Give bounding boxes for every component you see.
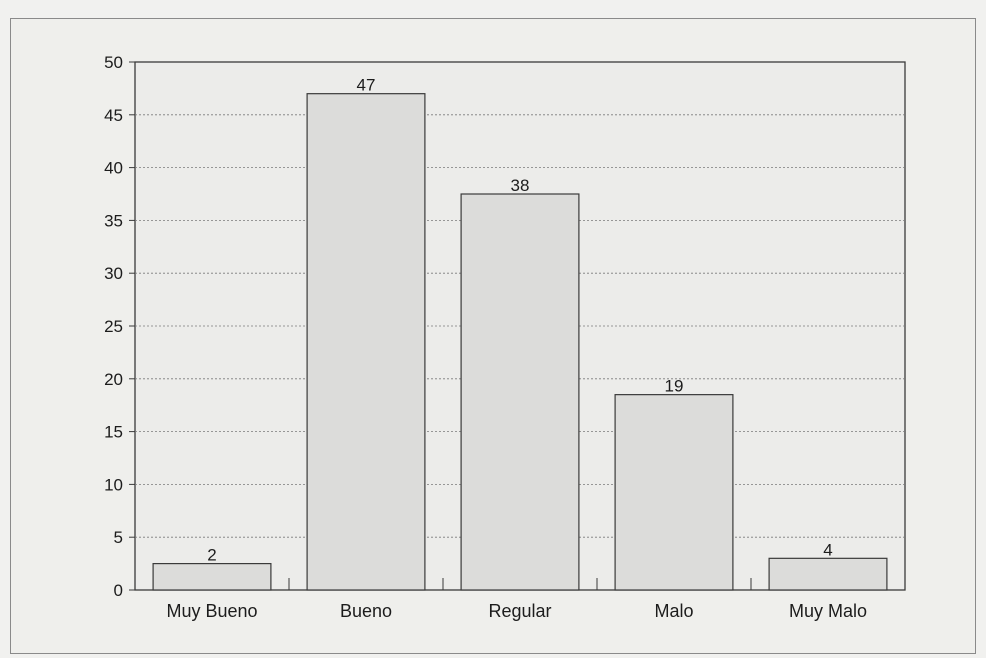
y-tick-label: 10 (104, 475, 123, 494)
y-tick-label: 40 (104, 159, 123, 178)
x-axis: Muy Bueno Bueno Regular Malo Muy Malo (166, 578, 867, 621)
y-tick-label: 20 (104, 370, 123, 389)
y-tick-label: 0 (114, 581, 123, 600)
x-tick-label: Muy Malo (789, 601, 867, 621)
data-label: 38 (511, 176, 530, 195)
data-label: 4 (823, 540, 832, 559)
x-tick-label: Regular (488, 601, 551, 621)
bar-malo (614, 394, 734, 591)
bar-regular (460, 193, 580, 591)
bars: 2 47 38 19 4 (152, 76, 888, 591)
x-tick-label: Malo (654, 601, 693, 621)
y-tick-label: 5 (114, 528, 123, 547)
y-axis: 0 5 10 15 20 25 30 35 40 45 50 (104, 53, 135, 600)
x-tick-label: Muy Bueno (166, 601, 257, 621)
bar-bueno (306, 93, 426, 591)
y-tick-label: 50 (104, 53, 123, 72)
y-tick-label: 15 (104, 423, 123, 442)
y-tick-label: 25 (104, 317, 123, 336)
data-label: 47 (357, 76, 376, 95)
bar-muy-bueno (152, 562, 272, 591)
y-tick-label: 30 (104, 264, 123, 283)
data-label: 2 (207, 546, 216, 565)
x-tick-label: Bueno (340, 601, 392, 621)
y-tick-label: 45 (104, 106, 123, 125)
bar-muy-malo (768, 557, 888, 591)
data-label: 19 (665, 377, 684, 396)
y-tick-label: 35 (104, 211, 123, 230)
